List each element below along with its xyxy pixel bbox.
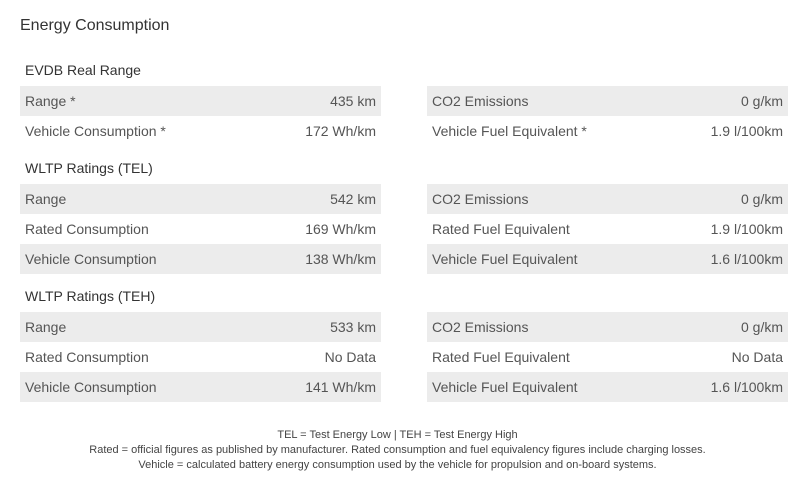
row-label: CO2 Emissions xyxy=(427,312,663,342)
row-value: 533 km xyxy=(249,312,381,342)
row-value: 1.9 l/100km xyxy=(710,221,783,237)
page-title: Energy Consumption xyxy=(20,17,170,34)
row-value: No Data xyxy=(324,349,376,365)
row-value: 1.9 l/100km xyxy=(710,123,783,139)
row-label: Vehicle Fuel Equivalent xyxy=(427,244,663,274)
row-label: CO2 Emissions xyxy=(427,86,668,116)
footnote-line: TEL = Test Energy Low | TEH = Test Energ… xyxy=(277,429,518,441)
row-label: Vehicle Consumption xyxy=(20,372,250,402)
row-label: Vehicle Consumption * xyxy=(25,123,166,139)
row-value: 141 Wh/km xyxy=(249,372,381,402)
table-row: Rated Fuel Equivalent 1.9 l/100km xyxy=(427,214,788,244)
wltp-teh-right-table: CO2 Emissions 0 g/km Rated Fuel Equivale… xyxy=(427,312,788,402)
row-value: 1.6 l/100km xyxy=(663,372,788,402)
table-row: Vehicle Consumption * 172 Wh/km xyxy=(20,116,381,146)
row-label: CO2 Emissions xyxy=(427,184,663,214)
row-value: 172 Wh/km xyxy=(305,123,376,139)
table-row: CO2 Emissions 0 g/km xyxy=(427,184,788,214)
row-value: 0 g/km xyxy=(663,312,788,342)
footnote-block: TEL = Test Energy Low | TEH = Test Energ… xyxy=(0,428,795,473)
table-row: CO2 Emissions 0 g/km xyxy=(427,312,788,342)
row-label: Rated Consumption xyxy=(25,221,149,237)
row-value: 169 Wh/km xyxy=(305,221,376,237)
table-row: Vehicle Fuel Equivalent 1.6 l/100km xyxy=(427,244,788,274)
table-row: Vehicle Fuel Equivalent * 1.9 l/100km xyxy=(427,116,788,146)
row-label: Rated Consumption xyxy=(25,349,149,365)
row-value: 0 g/km xyxy=(667,86,788,116)
row-value: 435 km xyxy=(255,86,381,116)
table-row: Rated Consumption No Data xyxy=(20,342,381,372)
row-label: Rated Fuel Equivalent xyxy=(432,221,570,237)
table-row: Vehicle Consumption 138 Wh/km xyxy=(20,244,381,274)
section-title-wltp-teh: WLTP Ratings (TEH) xyxy=(25,288,156,304)
table-row: CO2 Emissions 0 g/km xyxy=(427,86,788,116)
table-row: Rated Fuel Equivalent No Data xyxy=(427,342,788,372)
section-title-evdb-real-range: EVDB Real Range xyxy=(25,62,141,78)
wltp-tel-right-table: CO2 Emissions 0 g/km Rated Fuel Equivale… xyxy=(427,184,788,274)
row-value: 542 km xyxy=(249,184,381,214)
row-value: 138 Wh/km xyxy=(249,244,381,274)
row-label: Range xyxy=(20,184,250,214)
row-label: Vehicle Fuel Equivalent xyxy=(427,372,663,402)
wltp-teh-left-table: Range 533 km Rated Consumption No Data V… xyxy=(20,312,381,402)
evdb-left-table: Range * 435 km Vehicle Consumption * 172… xyxy=(20,86,381,146)
row-value: 0 g/km xyxy=(663,184,788,214)
row-label: Rated Fuel Equivalent xyxy=(432,349,570,365)
section-title-wltp-tel: WLTP Ratings (TEL) xyxy=(25,160,153,176)
table-row: Range * 435 km xyxy=(20,86,381,116)
row-label: Range * xyxy=(20,86,256,116)
row-label: Vehicle Consumption xyxy=(20,244,250,274)
table-row: Range 542 km xyxy=(20,184,381,214)
table-row: Rated Consumption 169 Wh/km xyxy=(20,214,381,244)
row-label: Vehicle Fuel Equivalent * xyxy=(432,123,587,139)
row-value: 1.6 l/100km xyxy=(663,244,788,274)
table-row: Range 533 km xyxy=(20,312,381,342)
footnote-line: Rated = official figures as published by… xyxy=(89,444,706,456)
wltp-tel-left-table: Range 542 km Rated Consumption 169 Wh/km… xyxy=(20,184,381,274)
table-row: Vehicle Fuel Equivalent 1.6 l/100km xyxy=(427,372,788,402)
row-label: Range xyxy=(20,312,250,342)
table-row: Vehicle Consumption 141 Wh/km xyxy=(20,372,381,402)
footnote-line: Vehicle = calculated battery energy cons… xyxy=(138,459,657,471)
row-value: No Data xyxy=(731,349,783,365)
evdb-right-table: CO2 Emissions 0 g/km Vehicle Fuel Equiva… xyxy=(427,86,788,146)
